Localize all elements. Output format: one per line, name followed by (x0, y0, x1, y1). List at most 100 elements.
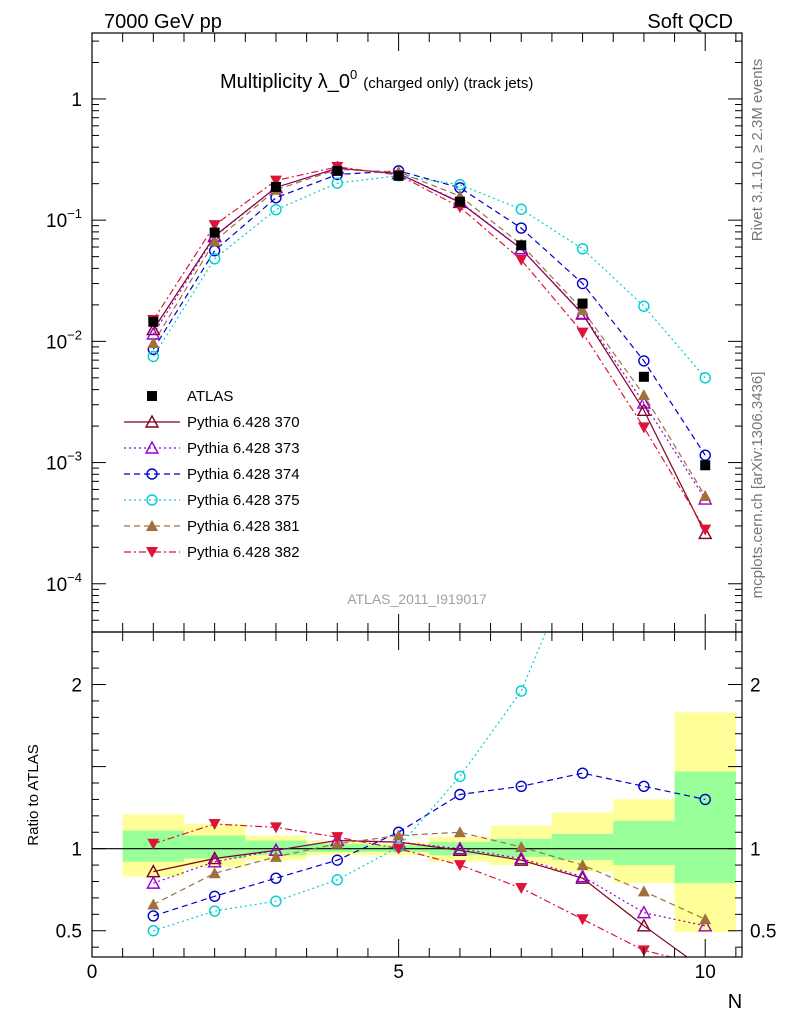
ratio-tick-label-right-0: 0.5 (750, 922, 776, 943)
x-axis-label: N (728, 991, 742, 1013)
data-point-0 (148, 316, 159, 327)
ratio-point-4-7 (576, 859, 589, 871)
mcplots-label: mcplots.cern.ch [arXiv:1306.3436] (749, 372, 766, 599)
main-line-0 (152, 167, 706, 534)
rivet-label: Rivet 3.1.10, ≥ 2.3M events (749, 59, 766, 242)
ratio-point-4-1 (208, 867, 221, 879)
main-point-3-9 (699, 372, 711, 384)
plot-title: Multiplicity λ_00 (charged only) (track j… (220, 67, 533, 93)
y-tick-label-3: 10−3 (46, 449, 82, 475)
tick-exponent: −4 (67, 570, 82, 585)
main-panel (146, 160, 713, 540)
legend: ATLAS Pythia 6.428 370 Pythia 6.428 373 Pyt… (124, 388, 300, 561)
legend-label-3: Pythia 6.428 374 (187, 466, 300, 483)
main-point-4-9 (699, 489, 712, 501)
main-series (146, 160, 713, 540)
data-point-4 (393, 170, 404, 181)
main-point-2-8 (638, 355, 650, 367)
data-point-8 (638, 371, 649, 382)
band-inner-8 (613, 820, 675, 866)
main-point-5-6 (515, 254, 528, 266)
ratio-point-3-3 (331, 874, 343, 886)
ratio-point-2-9 (699, 793, 711, 806)
y-tick-label-2: 10−2 (46, 327, 82, 353)
main-point-5-9 (699, 524, 712, 536)
legend-label-5: Pythia 6.428 381 (187, 518, 300, 535)
ratio-line-5 (153, 823, 674, 957)
main-point-3-5 (454, 179, 466, 191)
ratio-point-1-6 (514, 851, 529, 865)
ratio-tick-label-right-2: 2 (750, 676, 761, 697)
ratio-point-4-0 (147, 898, 160, 910)
ratio-point-1-9 (698, 918, 713, 932)
ratio-point-0-6 (514, 852, 529, 866)
ratio-point-4-5 (453, 826, 466, 838)
ratio-line-2 (153, 772, 706, 917)
ratio-point-1-1 (207, 854, 222, 868)
ratio-series (146, 632, 713, 957)
tick-base: 10 (46, 211, 67, 232)
main-point-0-8 (636, 402, 652, 416)
legend-marker-4 (146, 494, 158, 506)
ratio-point-2-2 (270, 872, 282, 884)
ratio-point-2-8 (638, 780, 650, 792)
ratio-point-1-5 (452, 841, 468, 855)
x-tick-label-0: 0 (87, 962, 98, 983)
ratio-point-4-9 (699, 913, 712, 925)
legend-label-0: ATLAS (187, 388, 233, 405)
main-point-0-0 (146, 322, 161, 336)
data-point-2 (270, 181, 281, 192)
main-point-3-7 (576, 243, 589, 255)
ratio-point-4-2 (269, 850, 282, 862)
legend-marker-1 (144, 414, 160, 428)
ratio-point-0-8 (636, 918, 652, 932)
data-point-1 (209, 227, 220, 238)
legend-marker-3 (146, 468, 158, 480)
data-point-9 (700, 460, 711, 471)
legend-marker-6 (146, 547, 158, 558)
x-tick-label-1: 5 (393, 962, 404, 983)
legend-marker-5 (146, 520, 158, 531)
main-point-2-6 (515, 222, 527, 234)
main-point-2-9 (699, 449, 711, 461)
ratio-tick-label-right-1: 1 (750, 840, 761, 861)
data-point-5 (454, 196, 465, 207)
tick-base: 10 (46, 454, 67, 475)
main-line-5 (152, 166, 706, 530)
ratio-frame (91, 631, 743, 958)
ratio-tick-label-1: 1 (71, 840, 82, 861)
band-inner-1 (183, 835, 246, 859)
legend-label-4: Pythia 6.428 375 (187, 492, 300, 509)
ratio-point-5-2 (269, 822, 282, 834)
main-point-5-2 (269, 175, 282, 187)
main-point-4-7 (576, 303, 589, 315)
ratio-point-5-6 (515, 883, 528, 895)
tick-base: 10 (46, 575, 67, 596)
main-line-4 (152, 168, 706, 497)
analysis-label: ATLAS_2011_I919017 (347, 591, 487, 607)
ratio-line-0 (153, 839, 689, 957)
data-point-3 (332, 165, 343, 176)
energy-label: 7000 GeV pp (104, 11, 222, 33)
ratio-point-5-7 (576, 914, 589, 926)
plot-title-suffix: (charged only) (track jets) (363, 75, 533, 92)
ratio-point-3-5 (454, 770, 466, 783)
ratio-point-4-4 (392, 829, 405, 841)
ratio-point-2-1 (208, 890, 221, 902)
ratio-tick-label-0: 0.5 (56, 922, 82, 943)
main-point-0-9 (698, 526, 713, 540)
ratio-point-2-5 (454, 788, 466, 801)
main-point-5-8 (637, 422, 650, 434)
main-point-3-6 (515, 203, 527, 215)
ratio-point-0-1 (207, 851, 222, 865)
ratio-point-5-5 (453, 860, 466, 872)
ratio-tick-label-2: 2 (71, 676, 82, 697)
y-tick-label-1: 10−1 (46, 206, 82, 232)
ratio-point-0-5 (452, 842, 468, 857)
main-line-3 (152, 175, 706, 379)
band-inner-7 (551, 833, 614, 861)
band-inner-2 (245, 840, 307, 856)
ratio-point-3-2 (270, 895, 282, 907)
ratio-point-2-6 (515, 780, 527, 792)
main-point-2-7 (576, 277, 589, 290)
